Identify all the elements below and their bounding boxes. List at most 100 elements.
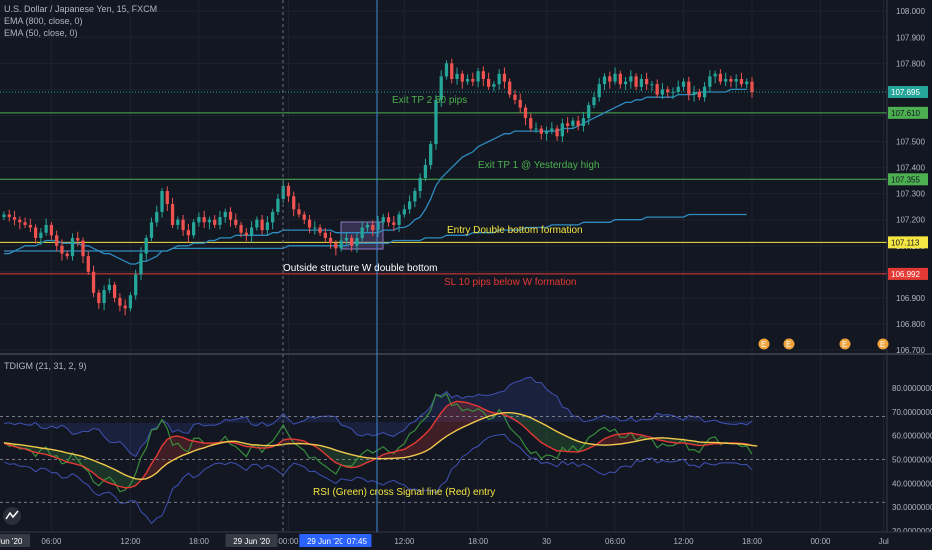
signal-fill-segment — [93, 460, 99, 478]
signal-fill-segment — [167, 436, 173, 464]
signal-fill-segment — [399, 449, 405, 459]
event-badge-2[interactable] — [782, 337, 796, 351]
ema-800-legend[interactable]: EMA (800, close, 0) — [4, 16, 83, 26]
event-badge-3[interactable] — [838, 337, 852, 351]
signal-fill-segment — [125, 474, 131, 488]
candle-body — [660, 89, 665, 95]
time-tick-label: 18:00 — [189, 537, 210, 546]
oscillator-layer — [0, 376, 887, 525]
time-axis[interactable]: 26 Jun '20 06:00 12:00 18:00 29 Jun '20 00:00… — [0, 534, 889, 547]
candle-body — [692, 92, 696, 95]
tdigm-legend[interactable]: TDIGM (21, 31, 2, 9) — [4, 361, 87, 371]
symbol-title[interactable]: U.S. Dollar / Japanese Yen, 15, FXCM — [4, 4, 157, 14]
oscillator-tick-label: 80.000000000 — [892, 384, 932, 393]
rsi-line — [3, 392, 753, 493]
candle-body — [33, 227, 38, 238]
candle-body — [344, 237, 349, 241]
candle-body — [176, 219, 180, 225]
candle-body — [192, 222, 196, 236]
candle-body — [702, 86, 707, 98]
candle-body — [360, 227, 364, 238]
candle-body — [223, 211, 227, 218]
candle-body — [44, 224, 48, 233]
time-label-box — [342, 534, 372, 547]
level-label-box-stop-loss — [888, 267, 928, 280]
ema-50-line — [4, 88, 747, 265]
annotation-rsi-cross[interactable]: RSI (Green) cross Signal line (Red) entr… — [313, 487, 495, 498]
time-tick-label: 18:00 — [742, 537, 763, 546]
candle-body — [128, 295, 133, 309]
candle-body — [334, 243, 338, 249]
candle-body — [502, 73, 507, 82]
candle-body — [544, 131, 549, 134]
candle-body — [328, 237, 333, 244]
price-tick-label: 107.500 — [896, 138, 925, 147]
time-tick-label: 29 Jun '20 — [233, 537, 270, 546]
level-label-entry: 107.113 — [891, 238, 920, 247]
candle-body — [560, 123, 564, 137]
ema-layer — [4, 88, 747, 265]
candle-body — [676, 86, 680, 92]
candle-body — [155, 211, 159, 223]
candle-body — [271, 211, 275, 223]
event-badge-4-label: E — [880, 340, 885, 349]
signal-fill-segment — [572, 439, 579, 453]
price-tick-label: 107.300 — [896, 190, 925, 199]
signal-fill-segment — [335, 450, 342, 465]
candle-body — [239, 224, 243, 233]
signal-fill-segment — [514, 413, 521, 424]
event-badges[interactable]: E E E E — [757, 337, 890, 351]
volatility-band-lower — [3, 433, 753, 525]
candle-body — [339, 240, 343, 249]
time-label-box — [299, 534, 352, 547]
level-label-stop-loss: 106.992 — [891, 270, 920, 279]
candle-body — [260, 219, 264, 231]
candle-body — [681, 81, 686, 87]
level-label-layer: 107.610 107.355 107.113 106.992 107.695 — [888, 86, 928, 280]
annotation-exit-tp1[interactable]: Exit TP 1 @ Yesterday high — [478, 160, 600, 171]
candle-body — [302, 214, 306, 220]
event-badge-1[interactable] — [757, 337, 771, 351]
candle-body — [529, 118, 533, 129]
candle-body — [170, 204, 175, 225]
oscillator-tick-label: 30.000000000 — [892, 503, 932, 512]
annotation-w-structure[interactable]: Outside structure W double bottom — [283, 263, 438, 274]
time-tick-label: 29 Jun '20 — [307, 537, 344, 546]
annotation-exit-tp2[interactable]: Exit TP 2 50 pips — [392, 95, 467, 106]
signal-fill-segment — [530, 417, 537, 438]
annotation-stop-loss[interactable]: SL 10 pips below W formation — [444, 277, 576, 288]
candle-body — [486, 78, 491, 87]
candle-body — [566, 123, 570, 126]
candle-body — [392, 222, 396, 225]
candle-body — [655, 84, 659, 95]
candle-body — [592, 97, 596, 106]
candle-body — [18, 219, 22, 223]
candle-body — [81, 240, 85, 257]
candle-body — [186, 230, 190, 236]
candle-body — [429, 144, 433, 165]
candle-body — [434, 99, 438, 145]
candle-body — [218, 217, 222, 225]
signal-fill-segment — [425, 428, 431, 452]
candle-body — [634, 76, 638, 87]
candle-body — [386, 217, 391, 223]
time-tick-label: 12:00 — [394, 537, 415, 546]
candle-body — [476, 71, 480, 82]
signal-fill-segment — [346, 453, 352, 468]
annotation-entry[interactable]: Entry Double bottom formation — [447, 225, 583, 236]
candle-body — [55, 235, 59, 246]
ema-800-line — [4, 213, 747, 252]
signal-fill-segment — [441, 406, 447, 441]
price-tick-label: 106.700 — [896, 346, 925, 355]
oscillator-tick-label: 40.000000000 — [892, 479, 932, 488]
time-tick-label: 06:00 — [605, 537, 626, 546]
time-tick-label: Jul — [879, 537, 889, 546]
ema-50-legend[interactable]: EMA (50, close, 0) — [4, 28, 78, 38]
event-badge-4[interactable] — [876, 337, 890, 351]
signal-fill-segment — [198, 442, 205, 450]
signal-fill-segment — [162, 439, 168, 468]
candle-body — [371, 224, 375, 231]
candle-body — [76, 237, 80, 241]
